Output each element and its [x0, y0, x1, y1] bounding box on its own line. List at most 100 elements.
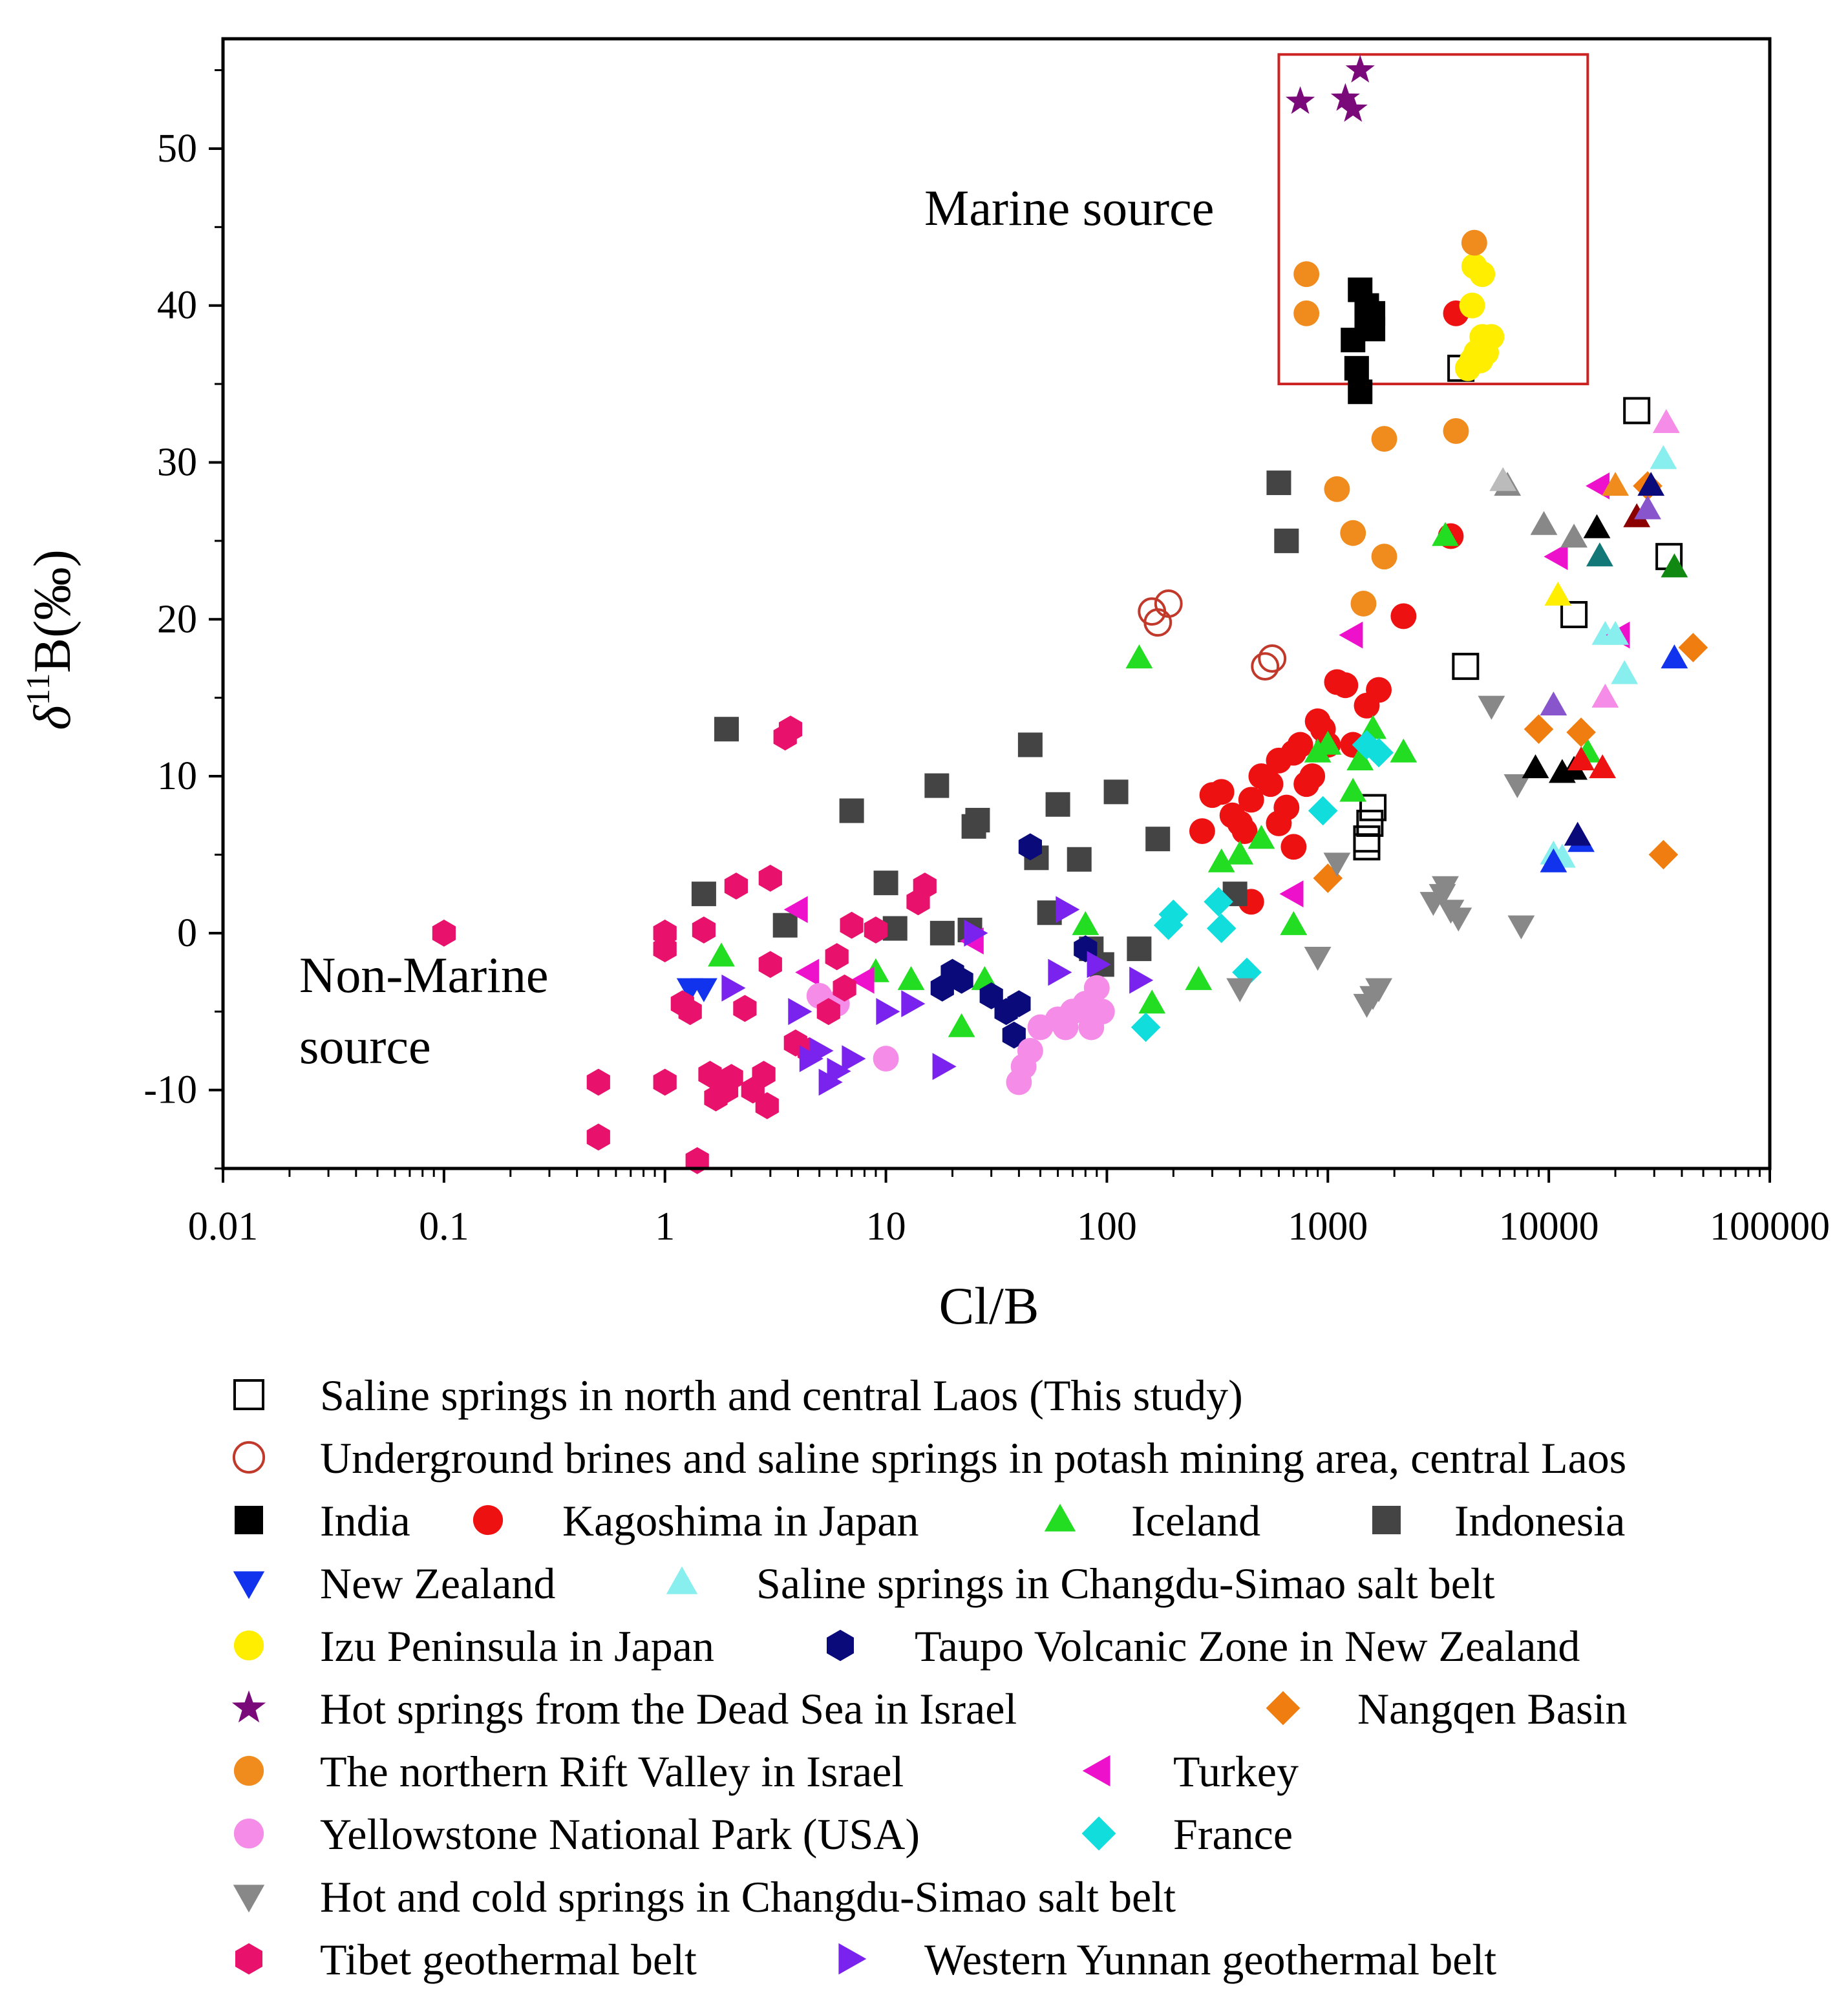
data-point	[1208, 779, 1235, 805]
marine-source-label: Marine source	[924, 180, 1214, 236]
x-tick-label: 100	[1077, 1205, 1137, 1249]
series-17	[432, 715, 937, 1174]
data-point	[1489, 467, 1517, 491]
data-point	[1280, 911, 1308, 935]
data-point	[586, 1068, 610, 1096]
data-point	[1017, 732, 1043, 757]
legend-label: Indonesia	[1454, 1496, 1625, 1545]
data-point	[1332, 672, 1359, 699]
data-point	[1154, 589, 1183, 618]
data-point	[1248, 825, 1275, 849]
legend-marker	[233, 1755, 264, 1786]
series-2	[1341, 277, 1386, 405]
data-point	[1266, 810, 1292, 836]
series-18	[721, 896, 1154, 1096]
legend-marker	[233, 1818, 264, 1849]
data-point	[719, 1064, 743, 1092]
legend-marker	[235, 1506, 263, 1534]
data-point	[873, 1046, 899, 1072]
y-tick-label: 0	[177, 911, 197, 955]
legend-label: Nangqen Basin	[1357, 1684, 1627, 1733]
x-tick-label: 0.1	[419, 1205, 469, 1249]
data-point	[1018, 833, 1042, 861]
data-point	[1127, 936, 1152, 962]
series-5	[691, 470, 1299, 977]
data-point	[1072, 911, 1099, 935]
data-point	[1445, 907, 1472, 932]
legend-label: Underground brines and saline springs in…	[320, 1433, 1626, 1483]
series-1	[1138, 589, 1287, 681]
plot-frame	[221, 37, 1772, 1170]
data-point	[1560, 600, 1588, 628]
data-point	[816, 998, 840, 1026]
y-tick-label: 50	[157, 127, 197, 171]
data-point	[948, 1013, 975, 1037]
svg-text:δ11B(‰): δ11B(‰)	[20, 549, 81, 730]
data-point	[1287, 732, 1313, 758]
data-point	[1469, 261, 1496, 288]
data-point	[1344, 355, 1369, 381]
data-point	[1207, 848, 1235, 872]
data-point	[758, 951, 782, 978]
non-marine-label-line2: source	[299, 1018, 431, 1074]
legend-label: Taupo Volcanic Zone in New Zealand	[915, 1622, 1580, 1671]
data-point	[1299, 763, 1326, 790]
legend-marker	[1081, 1816, 1116, 1851]
data-point	[1251, 652, 1280, 681]
x-tick-label: 1000	[1288, 1205, 1368, 1249]
data-point	[1293, 300, 1320, 326]
data-point	[1067, 847, 1092, 872]
series-32	[1602, 620, 1629, 645]
data-point	[1304, 947, 1332, 971]
data-point	[1340, 520, 1366, 546]
data-point	[1204, 887, 1233, 917]
data-point	[1348, 379, 1373, 405]
legend-marker	[666, 1566, 698, 1594]
data-point	[1454, 355, 1481, 381]
data-point	[840, 911, 864, 939]
data-point	[1353, 833, 1381, 861]
data-point	[1338, 94, 1368, 122]
data-point	[1131, 1012, 1161, 1042]
data-point	[708, 942, 735, 967]
series-4	[708, 522, 1602, 1037]
data-point	[1611, 660, 1639, 684]
x-tick-label: 100000	[1710, 1205, 1830, 1249]
legend-label: Iceland	[1131, 1496, 1260, 1545]
data-point	[1540, 692, 1567, 715]
data-point	[1623, 397, 1651, 425]
data-point	[1286, 86, 1315, 114]
data-point	[1313, 863, 1343, 893]
data-point	[1266, 470, 1291, 496]
data-point	[850, 966, 875, 994]
legend-label: Tibet geothermal belt	[320, 1935, 697, 1984]
data-point	[1530, 511, 1558, 535]
data-point	[1567, 746, 1595, 770]
data-point	[1478, 695, 1505, 720]
data-point	[1145, 827, 1171, 852]
data-point	[913, 872, 937, 900]
series-30	[1489, 467, 1517, 491]
data-point	[653, 935, 677, 962]
series-12	[1293, 229, 1487, 617]
data-point	[964, 919, 988, 947]
data-point	[1087, 951, 1111, 978]
data-point	[1461, 229, 1487, 256]
data-point	[714, 717, 739, 742]
y-tick-label: -10	[143, 1068, 197, 1112]
series-23	[1540, 495, 1661, 715]
legend-label: Turkey	[1173, 1747, 1299, 1796]
series-27	[1564, 472, 1665, 846]
series-8	[1454, 253, 1505, 381]
data-point	[1564, 821, 1591, 846]
data-point	[873, 871, 898, 896]
data-point	[965, 808, 990, 833]
series-21	[1567, 746, 1617, 779]
data-point	[690, 978, 717, 1002]
data-point	[809, 1037, 834, 1064]
series-29	[1544, 582, 1572, 606]
data-point	[1586, 472, 1610, 500]
legend-marker	[1082, 1755, 1110, 1787]
data-point	[1346, 746, 1374, 770]
data-point	[1185, 966, 1213, 990]
